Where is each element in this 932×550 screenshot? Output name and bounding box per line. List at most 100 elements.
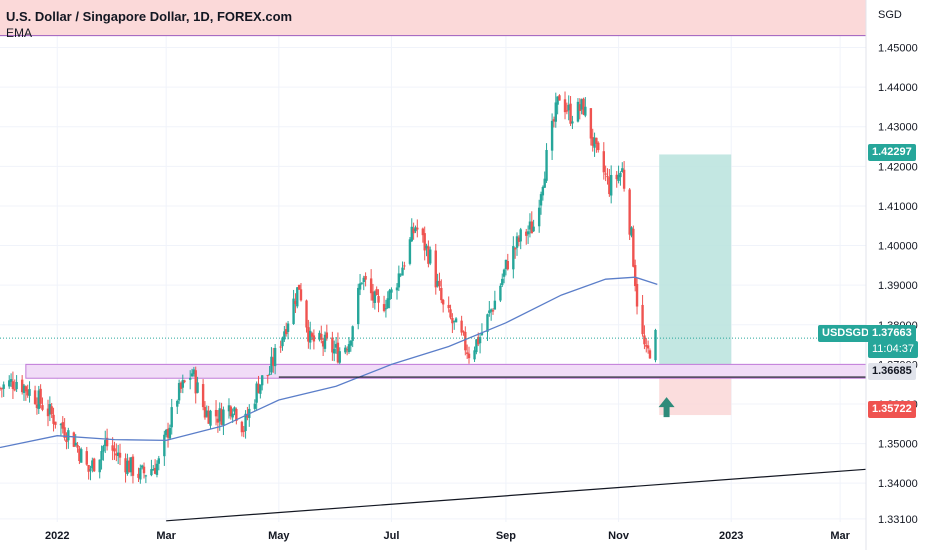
candle-body [259, 384, 262, 394]
candle-body [645, 345, 648, 347]
chart-title: U.S. Dollar / Singapore Dollar, 1D, FORE… [6, 9, 293, 24]
candle-body [220, 409, 223, 425]
candle-body [8, 380, 11, 387]
candle-body [578, 104, 581, 111]
candle-body [98, 459, 101, 473]
candle-body [502, 269, 506, 277]
candle-body [434, 250, 437, 288]
candle-body [427, 246, 430, 264]
candle-body [139, 468, 142, 480]
candle-body [373, 291, 377, 303]
candle-body [377, 296, 380, 303]
candle-body [606, 176, 609, 178]
candle-body [102, 446, 105, 452]
candle-body [460, 320, 463, 333]
candle-body [255, 383, 258, 403]
y-tick-label: 1.44000 [878, 82, 918, 94]
candle-body [72, 432, 76, 447]
candle-body [489, 309, 493, 312]
candle-body [552, 119, 556, 122]
candle-body [113, 448, 116, 452]
candle-body [192, 369, 196, 375]
candle-body [196, 382, 199, 393]
candle-body [504, 259, 508, 270]
candle-body [28, 389, 31, 396]
annotation-zones [25, 154, 867, 416]
candle-body [334, 344, 338, 348]
candle-body [501, 278, 504, 286]
target-zone [659, 154, 732, 378]
up-arrow-icon [658, 397, 675, 418]
candle-body [462, 331, 465, 333]
candle-body [333, 348, 336, 354]
candle-body [104, 440, 107, 447]
candle-body [209, 410, 212, 426]
chart-grid [0, 0, 866, 522]
candle-body [233, 407, 236, 412]
candle-body [155, 463, 159, 475]
candle-body [364, 276, 367, 280]
candle-body [0, 387, 2, 389]
candle-body [144, 475, 148, 477]
support-price-badge: 1.36685 [868, 363, 916, 380]
candle-body [270, 356, 273, 373]
candle-body [67, 430, 70, 441]
candle-body [493, 300, 497, 310]
candle-body [436, 280, 439, 287]
candle-body [360, 282, 364, 284]
candle-body [126, 460, 129, 475]
candle-body [584, 106, 587, 116]
x-tick-label: Sep [496, 530, 516, 542]
candle-body [268, 373, 271, 375]
candle-body [74, 442, 77, 446]
candle-body [597, 142, 600, 151]
candle-body [242, 430, 245, 432]
y-tick-label: 1.39000 [878, 280, 918, 292]
candle-body [338, 351, 341, 363]
candle-body [286, 323, 290, 332]
candle-body [486, 314, 489, 332]
candle-body [565, 110, 569, 112]
candle-body [229, 406, 233, 417]
candle-body [294, 300, 297, 305]
candle-body [105, 437, 109, 447]
candle-body [648, 350, 652, 359]
candle-body [13, 389, 16, 391]
candle-body [253, 403, 257, 409]
candle-body [615, 174, 618, 180]
candle-body [371, 291, 375, 301]
candle-body [116, 452, 120, 456]
candle-body [22, 385, 26, 393]
candle-body [279, 346, 282, 348]
candle-body [307, 327, 310, 342]
candle-body [137, 473, 140, 478]
candle-body [227, 405, 231, 412]
candle-body [153, 467, 157, 474]
candle-body [362, 277, 365, 282]
candle-body [20, 379, 24, 393]
y-tick-label: 1.40000 [878, 241, 918, 253]
candle-body [323, 334, 327, 349]
candle-body [528, 221, 532, 230]
candle-body [80, 449, 83, 463]
candle-body [216, 418, 220, 423]
candle-body [179, 382, 183, 389]
candle-body [33, 390, 37, 404]
candle-body [604, 173, 607, 175]
candle-body [414, 227, 417, 232]
candle-body [257, 383, 260, 393]
countdown-badge: 11:04:37 [868, 341, 919, 358]
candle-body [530, 221, 533, 234]
x-tick-label: Mar [156, 530, 176, 542]
candle-body [358, 283, 362, 290]
y-tick-label: 1.42000 [878, 161, 918, 173]
candle-body [630, 227, 633, 236]
candle-body [384, 308, 388, 310]
candle-body [467, 353, 471, 359]
candle-body [325, 332, 329, 339]
candle-body [488, 310, 491, 314]
candle-body [235, 409, 238, 422]
candle-body [622, 169, 626, 189]
candle-body [11, 381, 15, 390]
